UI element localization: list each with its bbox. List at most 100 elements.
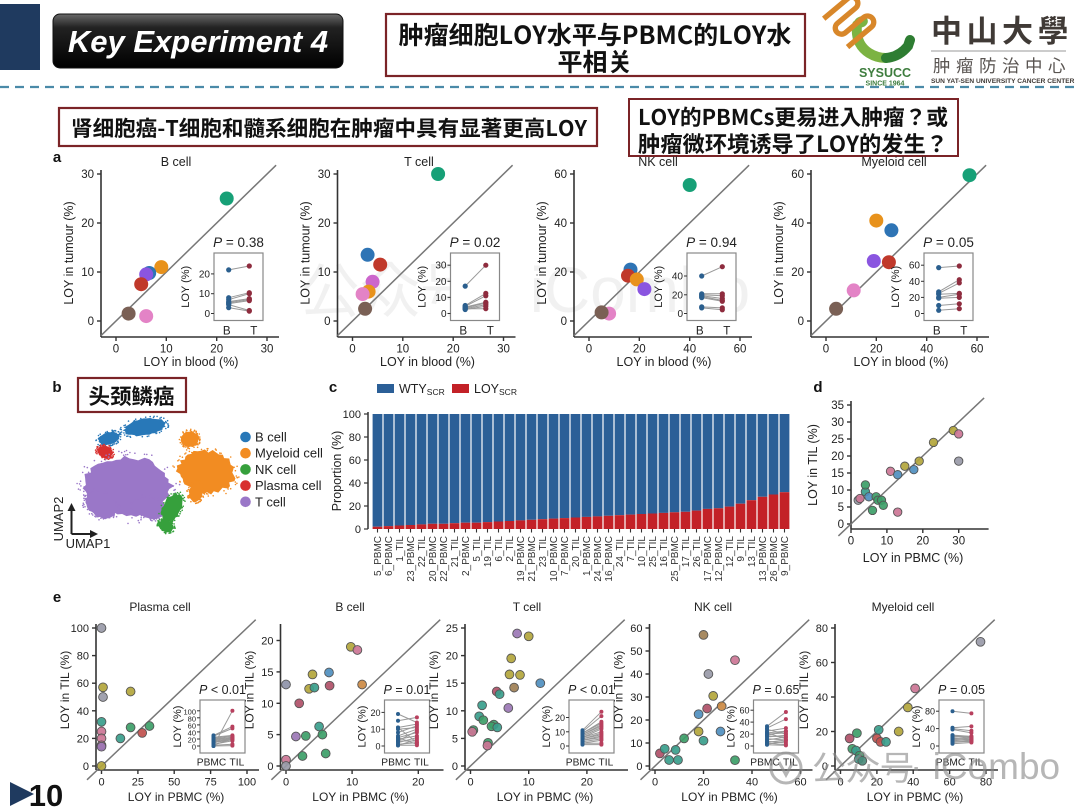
svg-text:30: 30	[435, 261, 447, 272]
svg-text:P = 0.01: P = 0.01	[384, 683, 431, 697]
svg-text:LOY in PBMC (%): LOY in PBMC (%)	[312, 790, 408, 804]
svg-text:TIL: TIL	[230, 758, 245, 769]
svg-text:LOY in TIL (%): LOY in TIL (%)	[58, 651, 72, 729]
svg-text:0: 0	[744, 742, 749, 752]
svg-text:40: 40	[907, 777, 919, 789]
svg-text:T cell: T cell	[404, 155, 434, 169]
svg-text:T: T	[487, 325, 494, 338]
svg-text:60: 60	[791, 169, 804, 181]
svg-text:LOY (%): LOY (%)	[180, 266, 192, 308]
svg-text:30: 30	[318, 169, 331, 181]
svg-text:10: 10	[199, 289, 211, 300]
svg-text:16_TIL: 16_TIL	[659, 536, 670, 568]
svg-text:50: 50	[168, 777, 180, 789]
svg-text:PBMC: PBMC	[381, 758, 410, 769]
svg-text:0: 0	[848, 536, 854, 548]
svg-text:20_TIL: 20_TIL	[571, 536, 582, 568]
svg-text:40: 40	[630, 669, 642, 681]
svg-text:LOY in PBMC (%): LOY in PBMC (%)	[128, 790, 224, 804]
svg-text:LOY in TIL (%): LOY in TIL (%)	[243, 651, 257, 729]
svg-text:25: 25	[831, 434, 844, 446]
svg-text:80: 80	[188, 714, 196, 723]
svg-text:10: 10	[261, 698, 273, 710]
svg-text:0: 0	[652, 777, 658, 789]
svg-text:PBMC: PBMC	[197, 758, 226, 769]
svg-text:20: 20	[77, 733, 89, 745]
svg-text:0: 0	[349, 344, 355, 356]
svg-text:P < 0.01: P < 0.01	[568, 683, 615, 697]
svg-text:35: 35	[831, 400, 844, 412]
svg-text:0: 0	[452, 761, 458, 773]
svg-text:LOY (%): LOY (%)	[357, 706, 369, 748]
svg-text:60: 60	[630, 623, 642, 635]
svg-text:PBMC: PBMC	[750, 758, 779, 769]
svg-text:UMAP2: UMAP2	[51, 497, 66, 542]
svg-text:100: 100	[183, 707, 196, 716]
svg-text:20_PBMC: 20_PBMC	[428, 536, 439, 582]
svg-text:Myeloid cell: Myeloid cell	[872, 600, 935, 614]
svg-text:6_PBMC: 6_PBMC	[384, 536, 395, 576]
svg-text:20: 20	[581, 777, 593, 789]
svg-text:e: e	[53, 589, 61, 606]
svg-text:60: 60	[734, 344, 747, 356]
svg-text:0: 0	[837, 777, 843, 789]
svg-text:60: 60	[971, 344, 984, 356]
svg-text:5_TIL: 5_TIL	[472, 536, 483, 562]
svg-text:0: 0	[98, 777, 104, 789]
svg-text:22_PBMC: 22_PBMC	[439, 536, 450, 582]
svg-text:B cell: B cell	[161, 155, 192, 169]
svg-text:B: B	[459, 325, 467, 338]
svg-text:SINCE 1964: SINCE 1964	[866, 81, 905, 88]
svg-text:22_TIL: 22_TIL	[417, 536, 428, 568]
svg-text:10: 10	[881, 536, 894, 548]
svg-text:60: 60	[188, 721, 196, 730]
svg-text:T cell: T cell	[255, 494, 286, 509]
svg-text:20: 20	[791, 267, 804, 279]
svg-text:0: 0	[677, 309, 683, 320]
svg-text:LOY in blood (%): LOY in blood (%)	[854, 355, 949, 369]
svg-text:b: b	[52, 379, 61, 396]
svg-text:20: 20	[909, 293, 921, 304]
svg-text:30: 30	[831, 417, 844, 429]
svg-text:19_TIL: 19_TIL	[483, 536, 494, 568]
svg-text:30: 30	[81, 169, 94, 181]
svg-text:25_PBMC: 25_PBMC	[670, 536, 681, 582]
svg-text:0: 0	[930, 742, 935, 752]
svg-text:21_PBMC: 21_PBMC	[527, 536, 538, 582]
svg-text:0: 0	[83, 761, 89, 773]
svg-text:TIL: TIL	[783, 758, 798, 769]
svg-text:1_TIL: 1_TIL	[395, 536, 406, 562]
svg-text:10: 10	[346, 777, 358, 789]
svg-text:B: B	[223, 325, 231, 338]
svg-text:P = 0.02: P = 0.02	[450, 235, 501, 250]
svg-text:0: 0	[822, 761, 828, 773]
svg-text:P < 0.01: P < 0.01	[199, 683, 246, 697]
svg-text:15: 15	[446, 678, 458, 690]
svg-text:80: 80	[816, 623, 828, 635]
svg-text:LOY (%): LOY (%)	[541, 706, 553, 748]
svg-text:LOY in TIL (%): LOY in TIL (%)	[427, 651, 441, 729]
svg-text:P = 0.05: P = 0.05	[923, 235, 974, 250]
svg-text:LOY (%): LOY (%)	[172, 706, 184, 748]
svg-text:1_PBMC: 1_PBMC	[582, 536, 593, 576]
svg-text:Plasma cell: Plasma cell	[129, 600, 190, 614]
svg-text:60: 60	[943, 777, 955, 789]
svg-text:5: 5	[452, 733, 458, 745]
svg-text:12_TIL: 12_TIL	[725, 536, 736, 568]
svg-text:LOY (%): LOY (%)	[417, 266, 429, 308]
svg-text:0: 0	[88, 316, 94, 328]
svg-text:B: B	[933, 325, 941, 338]
svg-text:0: 0	[324, 316, 330, 328]
svg-text:20: 20	[672, 290, 684, 301]
svg-text:0: 0	[267, 761, 273, 773]
svg-text:LOY in tumour (%): LOY in tumour (%)	[535, 201, 549, 304]
svg-text:20: 20	[199, 269, 211, 280]
svg-text:0: 0	[823, 344, 829, 356]
svg-text:LOY in blood (%): LOY in blood (%)	[617, 355, 712, 369]
svg-text:20: 20	[349, 501, 361, 513]
svg-text:25_TIL: 25_TIL	[648, 536, 659, 568]
svg-text:10: 10	[555, 727, 565, 737]
svg-text:20: 20	[188, 736, 196, 745]
svg-text:TIL: TIL	[414, 758, 429, 769]
svg-text:10_TIL: 10_TIL	[637, 536, 648, 568]
